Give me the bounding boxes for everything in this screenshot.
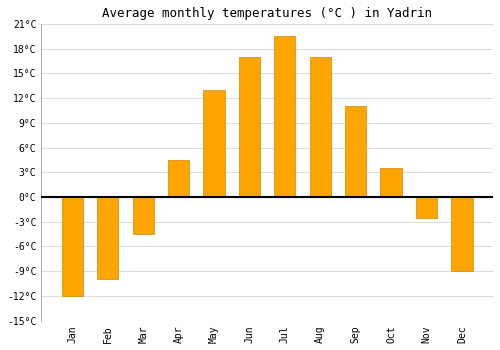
Bar <box>310 57 331 197</box>
Bar <box>452 197 472 271</box>
Bar <box>168 160 189 197</box>
Bar <box>416 197 437 218</box>
Bar <box>132 197 154 234</box>
Bar <box>62 197 83 296</box>
Bar <box>380 168 402 197</box>
Bar <box>239 57 260 197</box>
Bar <box>204 90 225 197</box>
Bar <box>97 197 118 279</box>
Bar <box>345 106 366 197</box>
Bar <box>274 36 295 197</box>
Title: Average monthly temperatures (°C ) in Yadrin: Average monthly temperatures (°C ) in Ya… <box>102 7 432 20</box>
